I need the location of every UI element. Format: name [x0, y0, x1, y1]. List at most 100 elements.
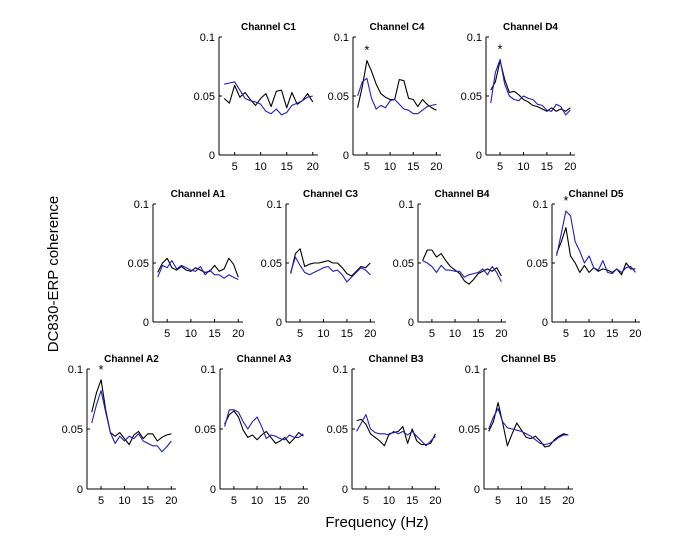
x-tick-label: 15 [208, 328, 220, 340]
y-tick-label: 0.1 [68, 364, 83, 376]
x-tick-label: 5 [297, 328, 303, 340]
panel-title: Channel D4 [503, 22, 558, 33]
figure-x-label: Frequency (Hz) [325, 514, 428, 531]
y-tick-label: 0 [276, 317, 282, 329]
x-tick-label: 5 [231, 495, 237, 507]
panel-channel-c1: 0 0.05 0.1 5 10 15 20 Channel C1 [194, 22, 319, 173]
panel-title: Channel A3 [237, 354, 292, 365]
y-tick-label: 0 [210, 484, 216, 496]
panel-title: Channel B3 [368, 354, 423, 365]
x-tick-label: 15 [406, 495, 418, 507]
y-tick-label: 0.1 [201, 364, 216, 376]
x-tick-label: 5 [563, 328, 569, 340]
y-tick-label: 0.05 [261, 258, 282, 270]
y-tick-label: 0 [476, 150, 482, 162]
series-line-blue [356, 414, 436, 447]
series-line-black [290, 248, 371, 277]
panel-title: Channel B5 [501, 354, 556, 365]
y-tick-label: 0.05 [459, 424, 480, 436]
series-line-blue [488, 408, 569, 446]
y-tick-label: 0.1 [267, 199, 282, 211]
series-line-black [490, 60, 571, 112]
series-line-black [224, 410, 304, 444]
x-tick-label: 5 [363, 495, 369, 507]
x-tick-label: 10 [255, 161, 267, 173]
panel-title: Channel D5 [568, 189, 623, 200]
panel-channel-a3: 0 0.05 0.1 5 10 15 20 Channel A3 [195, 354, 310, 507]
panel-title: Channel C4 [369, 22, 424, 33]
x-tick-label: 15 [274, 495, 286, 507]
y-tick-label: 0.05 [62, 424, 83, 436]
x-tick-label: 10 [517, 161, 529, 173]
x-tick-label: 15 [281, 161, 293, 173]
series-line-blue [290, 256, 371, 283]
significance-marker: * [99, 362, 104, 377]
x-tick-label: 15 [541, 161, 553, 173]
significance-marker: * [498, 41, 503, 56]
x-tick-label: 10 [383, 495, 395, 507]
y-tick-label: 0 [342, 484, 348, 496]
y-tick-label: 0.1 [467, 32, 482, 44]
x-tick-label: 20 [564, 161, 576, 173]
panel-channel-d4: 0 0.05 0.1 5 10 15 20 Channel D4* [461, 22, 577, 173]
x-tick-label: 20 [364, 328, 376, 340]
x-tick-label: 5 [495, 495, 501, 507]
x-tick-label: 5 [364, 161, 370, 173]
panel-title: Channel C3 [303, 189, 358, 200]
x-tick-label: 15 [142, 495, 154, 507]
series-line-blue [224, 81, 313, 116]
x-tick-label: 10 [384, 161, 396, 173]
series-line-blue [490, 58, 571, 116]
y-tick-label: 0.05 [195, 424, 216, 436]
y-tick-label: 0.05 [128, 258, 149, 270]
y-tick-label: 0.1 [399, 199, 414, 211]
x-tick-label: 20 [232, 328, 244, 340]
x-tick-label: 20 [307, 161, 319, 173]
figure-y-label: DC830-ERP coherence [45, 196, 62, 352]
y-tick-label: 0.05 [393, 258, 414, 270]
y-tick-label: 0 [408, 317, 414, 329]
x-tick-label: 10 [515, 495, 527, 507]
x-tick-label: 5 [164, 328, 170, 340]
panel-title: Channel C1 [241, 22, 296, 33]
x-tick-label: 20 [165, 495, 177, 507]
x-tick-label: 10 [583, 328, 595, 340]
x-tick-label: 20 [562, 495, 574, 507]
panel-title: Channel B4 [434, 189, 489, 200]
y-tick-label: 0.1 [465, 364, 480, 376]
x-tick-label: 15 [606, 328, 618, 340]
x-tick-label: 20 [629, 328, 641, 340]
x-tick-label: 10 [118, 495, 130, 507]
series-line-blue [157, 260, 239, 280]
panel-grid: 0 0.05 0.1 5 10 15 20 Channel C1 0 0.05 0.1 5 10 15 20… [62, 22, 642, 507]
x-tick-label: 5 [429, 328, 435, 340]
x-tick-label: 10 [185, 328, 197, 340]
y-tick-label: 0.05 [328, 91, 349, 103]
y-tick-label: 0.1 [334, 32, 349, 44]
series-line-blue [357, 77, 437, 115]
series-line-black [223, 84, 314, 109]
x-tick-label: 20 [495, 328, 507, 340]
y-tick-label: 0 [542, 317, 548, 329]
x-tick-label: 5 [232, 161, 238, 173]
x-tick-label: 15 [341, 328, 353, 340]
series-line-blue [224, 409, 304, 441]
y-tick-label: 0 [77, 484, 83, 496]
panel-channel-b3: 0 0.05 0.1 5 10 15 20 Channel B3 [327, 354, 442, 507]
panel-channel-c3: 0 0.05 0.1 5 10 15 20 Channel C3 [261, 189, 377, 340]
x-tick-label: 15 [407, 161, 419, 173]
panel-channel-c4: 0 0.05 0.1 5 10 15 20 Channel C4* [328, 22, 443, 173]
panel-channel-d5: 0 0.05 0.1 5 10 15 20 Channel D5* [527, 189, 642, 340]
series-line-blue [556, 210, 636, 275]
x-tick-label: 15 [539, 495, 551, 507]
x-tick-label: 20 [430, 161, 442, 173]
y-tick-label: 0 [209, 150, 215, 162]
x-tick-label: 20 [429, 495, 441, 507]
series-line-black [488, 402, 569, 448]
y-tick-label: 0.1 [134, 199, 149, 211]
series-line-blue [91, 390, 172, 453]
series-line-black [91, 379, 172, 446]
y-tick-label: 0 [474, 484, 480, 496]
series-line-blue [422, 260, 502, 283]
